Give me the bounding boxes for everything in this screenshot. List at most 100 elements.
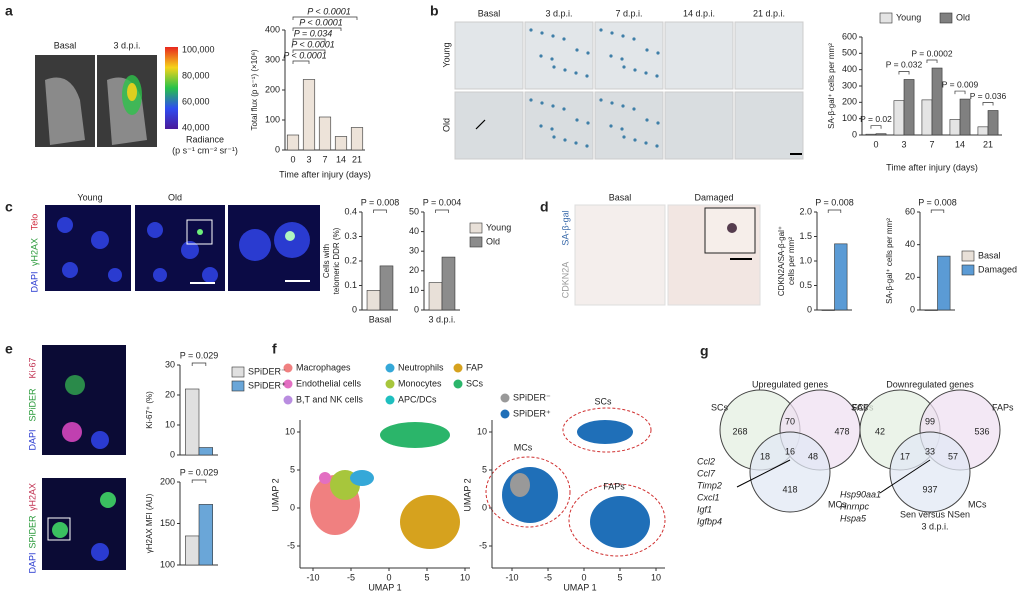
stain-label: γH2AX xyxy=(27,483,37,511)
y-tick-label: 150 xyxy=(160,518,175,528)
panel-letter: e xyxy=(5,341,13,357)
bracket xyxy=(292,27,342,31)
y-tick-label: 0 xyxy=(290,502,295,512)
bar xyxy=(903,79,915,136)
axis-label: UMAP 1 xyxy=(368,582,401,592)
y-axis-label: Total flux (p s⁻¹) (×10⁶) xyxy=(250,49,259,130)
stain-spot xyxy=(610,31,614,35)
image xyxy=(524,21,594,90)
x-axis-label: Time after injury (days) xyxy=(886,162,978,172)
venn-footer: 3 d.p.i. xyxy=(921,521,948,531)
venn-count: 70 xyxy=(785,416,795,426)
stain-spot xyxy=(622,135,626,139)
annotation: P = 0.008 xyxy=(361,197,400,207)
y-tick-label: 400 xyxy=(265,24,280,34)
y-tick-label: 20 xyxy=(905,272,915,282)
legend-swatch xyxy=(231,366,245,378)
y-axis-label: CDKN2A/SA-β-gal⁺ xyxy=(777,226,786,296)
bar xyxy=(977,126,989,136)
legend-swatch xyxy=(385,363,395,373)
image xyxy=(42,345,126,455)
image xyxy=(42,478,126,570)
venn-set-label: FAPs xyxy=(852,402,874,412)
venn-circle xyxy=(889,431,971,513)
cluster-label: MCs xyxy=(514,442,533,452)
x-tick-label: 14 xyxy=(336,154,346,164)
stain-spot xyxy=(539,54,543,58)
legend-swatch xyxy=(469,222,483,234)
gene: Hnrnpc xyxy=(840,501,870,511)
stain-spot xyxy=(632,107,636,111)
y-axis-label: cells per mm² xyxy=(787,237,796,285)
legend-label: SPiDER⁺ xyxy=(513,408,551,418)
legend-label: Young xyxy=(486,222,511,232)
venn-count: 17 xyxy=(900,451,910,461)
signal xyxy=(127,83,137,101)
stain-spot xyxy=(609,54,613,58)
venn-count: 57 xyxy=(948,451,958,461)
image xyxy=(664,21,734,90)
y-tick-label: 5 xyxy=(290,464,295,474)
stain-spot xyxy=(562,107,566,111)
colorbar-tick: 40,000 xyxy=(182,122,210,132)
stain-spot xyxy=(586,121,590,125)
image-label: Basal xyxy=(54,40,77,50)
y-tick-label: 200 xyxy=(160,476,175,486)
stain-spot xyxy=(586,51,590,55)
venn-count: 18 xyxy=(760,451,770,461)
axis-label: UMAP 1 xyxy=(563,582,596,592)
colorbar-tick: 80,000 xyxy=(182,70,210,80)
annotation: P < 0.0001 xyxy=(307,6,350,16)
cells xyxy=(52,375,116,561)
legend: Macrophages Neutrophils FAP Endothelial cel… xyxy=(283,362,551,419)
stain-spot xyxy=(574,141,578,145)
legend-swatch xyxy=(385,379,395,389)
bar xyxy=(959,98,971,136)
bracket xyxy=(982,102,994,106)
gene: Igfbp4 xyxy=(697,516,722,526)
image xyxy=(594,21,664,90)
image xyxy=(574,204,666,306)
y-tick-label: 300 xyxy=(842,80,857,90)
x-tick-label: 3 xyxy=(901,139,906,149)
image-label: Basal xyxy=(609,192,632,202)
stain-spot xyxy=(529,28,533,32)
x-tick-label: -5 xyxy=(347,572,355,582)
image-label: Basal xyxy=(478,8,501,18)
stain-spot xyxy=(656,51,660,55)
panel-letter: c xyxy=(5,199,13,215)
legend-swatch xyxy=(961,264,975,276)
y-axis-label: SA-β-gal⁺ cells per mm² xyxy=(885,218,894,304)
gene: Ccl7 xyxy=(697,468,716,478)
y-tick-label: 0 xyxy=(352,304,357,314)
bar xyxy=(185,535,200,566)
y-axis-label: telomeric DDR (%) xyxy=(332,227,341,294)
stain-spot xyxy=(610,101,614,105)
x-axis-label: Time after injury (days) xyxy=(279,169,371,179)
y-tick-label: 0.1 xyxy=(344,280,357,290)
stain-spot xyxy=(621,34,625,38)
stain-spot xyxy=(609,124,613,128)
legend-label: APC/DCs xyxy=(398,394,437,404)
y-axis-label: SA-β-gal⁺ cells per mm² xyxy=(827,43,836,129)
legend-swatch xyxy=(469,236,483,248)
bar xyxy=(198,504,213,566)
image-grid: Basal 3 d.p.i. 7 d.p.i. 14 d.p.i. 21 d.p.i. xyxy=(454,8,804,160)
stain-label: SPiDER xyxy=(27,515,37,549)
y-tick-label: 10 xyxy=(285,426,295,436)
legend-swatch xyxy=(283,379,293,389)
y-tick-label: 10 xyxy=(477,426,487,436)
bar xyxy=(379,265,394,311)
stain-spot xyxy=(551,34,555,38)
y-tick-label: 0 xyxy=(910,304,915,314)
y-tick-label: 20 xyxy=(165,389,175,399)
venn-footer: Sen versus NSen xyxy=(900,509,970,519)
annotation: P = 0.008 xyxy=(918,197,957,207)
annotation: P = 0.0002 xyxy=(911,48,952,58)
y-tick-label: 300 xyxy=(265,54,280,64)
stain-label: γH2AX xyxy=(29,238,39,266)
y-tick-label: 500 xyxy=(842,48,857,58)
panel-letter: f xyxy=(272,341,277,357)
stain-spot xyxy=(633,68,637,72)
y-tick-label: 30 xyxy=(165,359,175,369)
